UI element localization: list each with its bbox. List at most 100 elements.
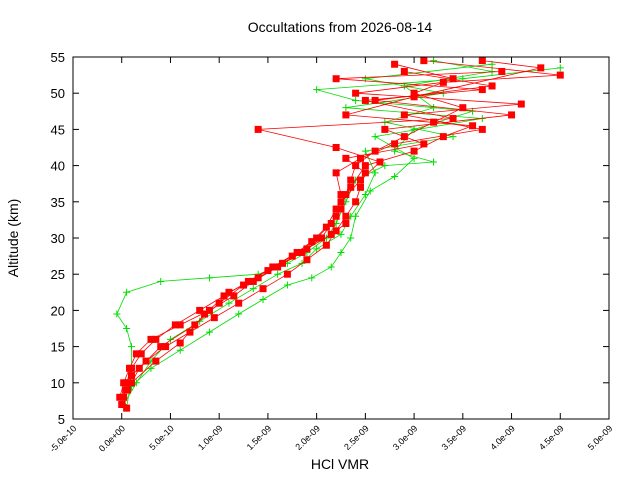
data-point — [127, 372, 135, 380]
data-point — [298, 248, 306, 256]
data-point — [337, 230, 345, 238]
data-point — [347, 176, 355, 184]
x-tick-label: 5.0e-09 — [586, 423, 615, 452]
data-point — [244, 277, 252, 285]
data-point — [322, 223, 330, 231]
data-point — [279, 259, 287, 267]
data-point — [356, 183, 364, 191]
data-point — [123, 325, 131, 332]
data-point — [337, 248, 345, 256]
data-point — [356, 176, 364, 184]
data-point — [147, 335, 155, 343]
chart-title: Occultations from 2026-08-14 — [248, 19, 433, 35]
data-point — [157, 343, 165, 351]
profile-line — [123, 63, 464, 409]
data-point — [410, 147, 418, 155]
data-point — [240, 281, 248, 289]
data-point — [342, 212, 350, 220]
green-series — [113, 57, 564, 412]
data-point — [303, 256, 311, 264]
data-point — [376, 158, 384, 166]
data-point — [283, 270, 291, 278]
x-tick-label: 1.0e-09 — [196, 423, 225, 452]
data-point — [191, 321, 199, 329]
plot-frame — [72, 56, 610, 420]
data-point — [400, 67, 408, 75]
data-point — [391, 140, 399, 148]
y-tick-label: 40 — [51, 159, 65, 174]
data-point — [127, 379, 135, 387]
data-point — [478, 125, 486, 133]
plot-marks — [113, 57, 564, 412]
data-point — [361, 162, 369, 170]
data-point — [449, 115, 457, 123]
data-point — [352, 162, 360, 170]
data-point — [430, 57, 438, 65]
data-point — [498, 67, 506, 75]
y-axis-label: Altitude (km) — [5, 199, 21, 278]
data-point — [135, 364, 143, 372]
data-point — [347, 234, 355, 242]
data-point — [205, 328, 213, 336]
data-point — [220, 292, 228, 300]
data-point — [249, 285, 257, 293]
data-point — [420, 140, 428, 148]
data-point — [517, 100, 525, 108]
data-point — [186, 328, 194, 336]
data-point — [478, 57, 486, 65]
data-point — [439, 78, 447, 86]
data-point — [132, 350, 140, 358]
data-point — [196, 317, 204, 325]
y-tick-label: 50 — [51, 86, 65, 101]
data-point — [439, 133, 447, 141]
red-series — [116, 57, 564, 412]
data-point — [152, 335, 160, 343]
data-point — [332, 144, 340, 151]
data-point — [556, 64, 564, 72]
data-point — [430, 158, 438, 166]
data-point — [361, 169, 369, 177]
profile-line — [131, 71, 502, 384]
data-point — [537, 64, 545, 72]
y-tick-label: 15 — [51, 340, 65, 355]
data-point — [342, 104, 350, 112]
data-point — [288, 252, 296, 260]
data-point — [478, 86, 486, 94]
data-point — [176, 321, 184, 329]
data-point — [235, 299, 243, 307]
data-point — [313, 86, 321, 94]
data-point — [322, 241, 330, 249]
data-point — [120, 379, 128, 387]
x-tick-label: 5.0e-10 — [147, 423, 176, 452]
data-point — [366, 187, 374, 195]
data-point — [400, 133, 408, 141]
x-axis-label: HCl VMR — [311, 456, 369, 472]
data-point — [283, 281, 291, 289]
data-point — [332, 227, 340, 235]
data-point — [254, 274, 262, 282]
data-point — [469, 122, 477, 130]
data-point — [120, 393, 128, 401]
data-point — [342, 111, 350, 119]
x-tick-label: -5.0e-10 — [48, 423, 79, 454]
data-point — [303, 245, 311, 253]
data-point — [371, 133, 379, 141]
data-point — [137, 350, 145, 358]
data-point — [337, 191, 345, 199]
data-point — [327, 220, 335, 228]
y-tick-label: 20 — [51, 303, 65, 318]
data-point — [332, 75, 340, 83]
data-point — [459, 104, 467, 112]
data-point — [201, 310, 209, 318]
data-point — [332, 169, 340, 177]
data-point — [205, 306, 213, 314]
data-point — [391, 147, 399, 155]
data-point — [116, 393, 124, 401]
data-point — [274, 263, 282, 271]
data-point — [313, 245, 321, 253]
profile-line — [116, 67, 561, 409]
data-point — [508, 111, 516, 119]
data-point — [556, 71, 564, 79]
data-point — [391, 60, 399, 68]
data-point — [249, 277, 257, 285]
